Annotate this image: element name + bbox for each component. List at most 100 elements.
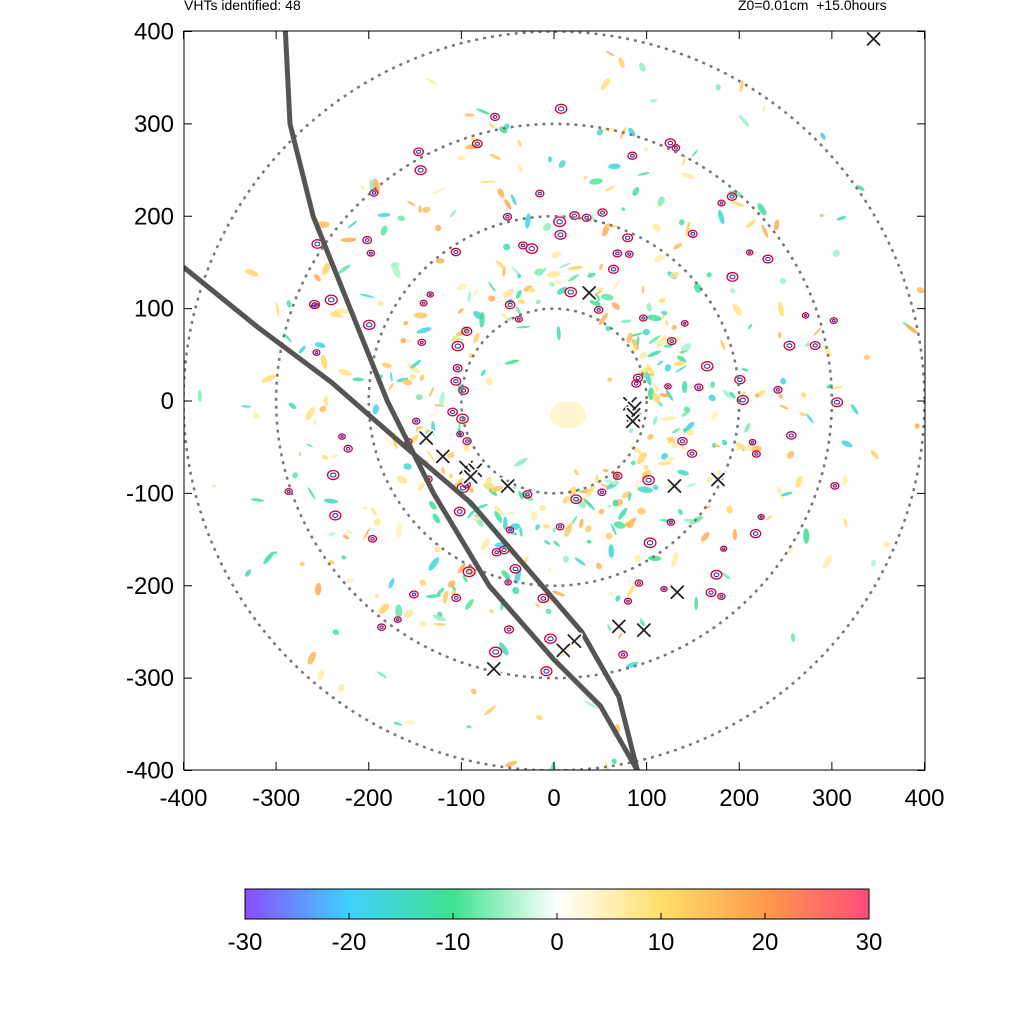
contour-loop-inner: [505, 214, 510, 219]
field-patch: [585, 525, 592, 533]
field-patch: [380, 225, 388, 236]
vht-marker-cross: [556, 643, 571, 658]
x-tick-label: 100: [627, 785, 667, 812]
field-patch: [374, 593, 380, 599]
contour-loop-outer: [622, 233, 634, 243]
contour-loop-inner: [668, 520, 674, 524]
contour-loop-inner: [492, 114, 498, 119]
field-patch: [559, 262, 571, 269]
contour-loop-inner: [455, 366, 461, 371]
vht-marker: [665, 477, 683, 495]
field-patch: [643, 147, 649, 152]
contour-loop-outer: [809, 340, 821, 350]
contour-loop-inner: [330, 472, 337, 478]
field-patch: [558, 160, 566, 168]
field-patch: [720, 339, 726, 350]
field-patch: [548, 566, 552, 572]
field-patch: [418, 205, 422, 214]
field-patch: [649, 99, 658, 103]
field-patch: [787, 545, 794, 555]
y-tick-label: 200: [134, 203, 174, 230]
field-patch: [539, 505, 546, 511]
field-patch: [682, 155, 686, 167]
contour-loop-inner: [371, 191, 377, 195]
contour-loop-inner: [713, 572, 720, 578]
contour-loop-inner: [537, 191, 543, 196]
field-patch: [607, 377, 613, 383]
vht-marker: [462, 468, 480, 486]
contour-loop-outer: [612, 249, 623, 258]
field-patch: [657, 335, 667, 348]
contour-loop-inner: [615, 251, 620, 256]
field-patch: [391, 263, 401, 279]
field-patch: [605, 325, 611, 332]
field-patch: [499, 642, 509, 656]
contour-loop-outer: [634, 579, 644, 587]
contour-loop-inner: [832, 484, 838, 488]
field-patch: [762, 106, 766, 113]
field-patch: [403, 320, 409, 326]
contour-loop-inner: [453, 250, 459, 255]
field-patch: [514, 457, 528, 467]
field-patch: [550, 761, 556, 770]
contour-loop-inner: [507, 528, 512, 532]
vht-marker: [485, 660, 503, 678]
contour-loop-outer: [642, 474, 655, 486]
field-patch: [620, 319, 632, 324]
field-patch: [914, 423, 920, 429]
contour-loop-inner: [314, 350, 319, 355]
field-patch: [393, 721, 403, 726]
field-patch: [652, 415, 658, 426]
y-tick-label: -200: [126, 573, 174, 600]
field-patch: [778, 394, 784, 399]
contour-loop-inner: [667, 140, 674, 146]
contour-loop-outer: [736, 394, 749, 406]
field-patch: [543, 524, 550, 529]
field-patch: [273, 551, 278, 554]
field-patch: [425, 449, 435, 461]
contour-loop-outer: [419, 299, 428, 307]
range-ring: [460, 307, 648, 495]
field-patch: [612, 279, 620, 291]
contour-loop-inner: [645, 477, 652, 483]
contour-loop-inner: [501, 547, 507, 553]
field-patch: [629, 428, 633, 434]
field-patch: [585, 484, 595, 498]
contour-loop-inner: [453, 595, 459, 600]
field-patch: [389, 371, 393, 382]
contour-loop-outer: [677, 436, 688, 446]
contour-loop-outer: [631, 379, 642, 388]
field-patch: [337, 264, 351, 275]
field-patch: [916, 287, 925, 294]
contour-loop-inner: [395, 618, 400, 622]
field-patch: [396, 475, 408, 484]
contour-loop-inner: [327, 297, 335, 303]
contour-loop-inner: [571, 213, 578, 218]
field-patch: [641, 285, 645, 294]
field-patch: [654, 254, 665, 262]
vht-marker: [709, 471, 727, 489]
field-patch: [730, 288, 736, 294]
contour-loop-inner: [525, 492, 530, 497]
field-patch: [510, 531, 518, 536]
field-patch: [345, 578, 354, 583]
contour-loop-inner: [641, 316, 646, 320]
contour-loop-outer: [726, 271, 739, 282]
field-patch: [648, 335, 661, 344]
field-patch: [600, 293, 614, 301]
field-patch: [547, 156, 552, 163]
field-patch: [652, 392, 661, 404]
field-patch: [449, 474, 453, 479]
x-tick-label: 300: [812, 785, 852, 812]
field-patch: [494, 506, 504, 516]
field-patch: [577, 499, 586, 509]
field-patch: [730, 201, 745, 207]
field-patch: [729, 391, 736, 399]
field-patch: [413, 312, 428, 319]
field-patch: [754, 393, 760, 398]
field-patch: [432, 614, 446, 622]
field-patch: [489, 609, 494, 614]
contour-loop-outer: [801, 312, 810, 319]
field-patch: [470, 136, 482, 147]
contour-loop-inner: [759, 515, 763, 519]
